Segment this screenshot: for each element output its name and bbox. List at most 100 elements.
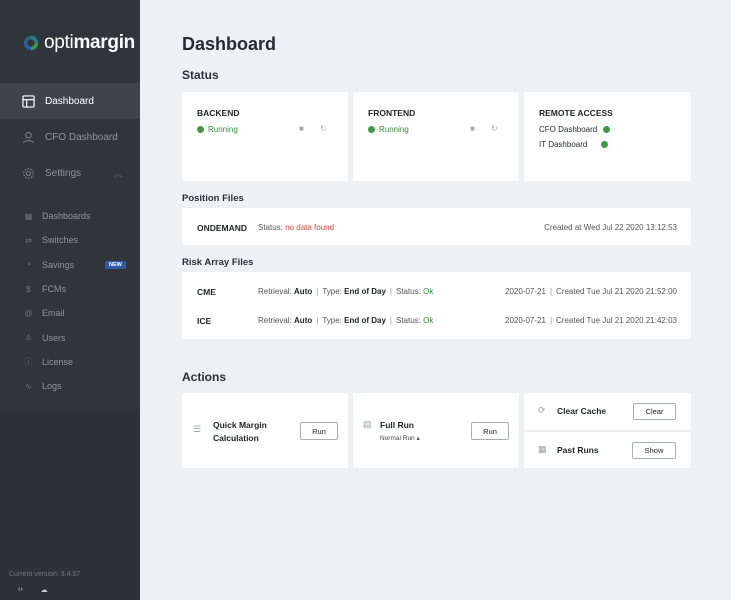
remote-item[interactable]: CFO Dashboard xyxy=(539,125,611,134)
list-icon: ☰ xyxy=(193,424,202,434)
full-run-label: Full Run xyxy=(380,420,414,430)
clear-cache-card: ⟳ Clear Cache Clear xyxy=(524,393,691,430)
past-runs-label: Past Runs xyxy=(557,445,599,455)
subnav-item-label: Email xyxy=(42,308,65,319)
remote-item-label: CFO Dashboard xyxy=(539,125,598,134)
card-title: FRONTEND xyxy=(368,108,416,118)
risk-array-dates: 2020-07-21 | Created Tue Jul 21 2020 21:42… xyxy=(505,316,677,325)
quick-margin-label: Quick Margin Calculation xyxy=(213,420,267,443)
full-run-button[interactable]: Run xyxy=(471,422,509,440)
status-dot xyxy=(368,126,375,133)
main-nav: Dashboard CFO Dashboard Settings ︿ xyxy=(0,83,140,191)
activity-icon: ∿ xyxy=(25,381,32,391)
subnav-item-logs[interactable]: ∿ Logs xyxy=(0,374,140,398)
full-run-card: ▤ Full Run Normal Run ▴ Run xyxy=(353,393,519,468)
chevron-up-icon: ︿ xyxy=(114,168,122,178)
subnav-item-savings[interactable]: ◔ Savings NEW xyxy=(0,253,140,277)
logo-wordmark: optimargin xyxy=(44,32,135,53)
nav-item-settings[interactable]: Settings ︿ xyxy=(0,155,140,191)
position-file-name: ONDEMAND xyxy=(197,223,248,233)
subnav-item-license[interactable]: ⓘ License xyxy=(0,350,140,374)
info-icon: ⓘ xyxy=(24,357,33,367)
risk-array-card: CME Retrieval: Auto | Type: End of Day | Sta… xyxy=(182,272,691,339)
risk-array-dates: 2020-07-21 | Created Tue Jul 21 2020 21:52… xyxy=(505,287,677,296)
risk-array-meta: Retrieval: Auto | Type: End of Day | Status:… xyxy=(258,316,434,325)
layout-icon xyxy=(22,94,35,108)
past-runs-show-button[interactable]: Show xyxy=(632,442,676,459)
sidebar-top-panel xyxy=(0,0,140,410)
stop-icon[interactable]: ■ xyxy=(470,124,475,133)
subnav-item-label: Logs xyxy=(42,381,62,392)
subnav-item-label: Dashboards xyxy=(42,211,91,222)
refresh-icon: ⟳ xyxy=(538,405,546,415)
gear-icon xyxy=(23,167,34,179)
position-file-status: Status: no data found xyxy=(258,223,335,232)
subnav-item-email[interactable]: @ Email xyxy=(0,301,140,325)
code-icon[interactable]: ‹› xyxy=(18,586,23,593)
risk-array-name: CME xyxy=(197,287,216,297)
restart-icon[interactable]: ↻ xyxy=(320,124,327,133)
user-icon xyxy=(22,131,35,143)
quick-margin-run-button[interactable]: Run xyxy=(300,422,338,440)
subnav-item-label: Savings xyxy=(42,259,75,270)
switch-icon: ⇄ xyxy=(25,235,32,245)
piggy-icon: ◔ xyxy=(26,260,31,270)
status-dot xyxy=(601,141,609,148)
status-text: Running xyxy=(379,125,409,134)
version-label: Current version: 3.4.57 xyxy=(9,571,81,578)
restart-icon[interactable]: ↻ xyxy=(491,124,498,133)
subnav-item-fcms[interactable]: $ FCMs xyxy=(0,277,140,301)
remote-item[interactable]: IT Dashboard xyxy=(539,140,609,149)
subnav-item-switches[interactable]: ⇄ Switches xyxy=(0,228,140,252)
status-text: Running xyxy=(208,125,238,134)
status-dot xyxy=(603,126,611,133)
remote-item-label: IT Dashboard xyxy=(539,140,588,149)
position-file-created: Created at Wed Jul 22 2020 13:12:53 xyxy=(544,223,677,232)
stop-icon[interactable]: ■ xyxy=(299,124,304,133)
subnav-item-label: Users xyxy=(42,332,66,343)
subnav-item-dashboards[interactable]: ▦ Dashboards xyxy=(0,204,140,228)
past-runs-card: ▦ Past Runs Show xyxy=(524,432,691,468)
subnav-item-label: License xyxy=(42,356,74,367)
risk-array-title: Risk Array Files xyxy=(182,257,254,268)
run-mode-select[interactable]: Normal Run ▴ xyxy=(380,435,420,442)
card-title: REMOTE ACCESS xyxy=(539,108,613,118)
status-indicator: Running xyxy=(368,125,409,134)
grid-icon: ▦ xyxy=(24,211,33,221)
nav-item-dashboard[interactable]: Dashboard xyxy=(0,83,140,119)
settings-subnav: ▦ Dashboards ⇄ Switches ◔ Savings NEW $ FCMs … xyxy=(0,204,140,398)
status-indicator: Running xyxy=(197,125,238,134)
status-section-title: Status xyxy=(182,68,219,82)
dollar-icon: $ xyxy=(26,284,31,294)
nav-item-label: CFO Dashboard xyxy=(45,131,118,143)
quick-margin-card: ☰ Quick Margin Calculation Run xyxy=(182,393,348,468)
app-logo[interactable]: optimargin xyxy=(22,32,135,54)
sidebar: optimargin Dashboard CFO Dashboard Setti… xyxy=(0,0,140,600)
actions-section-title: Actions xyxy=(182,370,227,384)
card-title: BACKEND xyxy=(197,108,240,118)
table-row: ICE Retrieval: Auto | Type: End of Day | Sta… xyxy=(182,316,691,334)
nav-item-label: Settings xyxy=(45,167,82,179)
risk-array-meta: Retrieval: Auto | Type: End of Day | Status:… xyxy=(258,287,434,296)
position-files-title: Position Files xyxy=(182,193,244,204)
nav-item-cfo-dashboard[interactable]: CFO Dashboard xyxy=(0,119,140,155)
document-icon: ▤ xyxy=(363,419,372,429)
risk-array-name: ICE xyxy=(197,316,212,326)
position-file-card: ONDEMAND Status: no data found Created a… xyxy=(182,208,691,245)
new-badge: NEW xyxy=(105,260,126,269)
page-title: Dashboard xyxy=(182,34,277,54)
clear-cache-button[interactable]: Clear xyxy=(633,403,676,420)
sidebar-footer: ‹› ☁ xyxy=(18,586,48,594)
nav-item-label: Dashboard xyxy=(45,95,94,107)
cloud-icon[interactable]: ☁ xyxy=(40,587,48,594)
error-text: no data found xyxy=(285,223,335,232)
caret-up-icon: ▴ xyxy=(416,435,420,442)
users-icon: ♙ xyxy=(24,333,33,343)
status-dot xyxy=(197,126,204,133)
backend-card: BACKEND Running ■ ↻ xyxy=(182,92,348,181)
logo-mark-icon xyxy=(23,35,39,51)
at-icon: @ xyxy=(24,308,33,318)
remote-access-card: REMOTE ACCESS CFO Dashboard IT Dashboard xyxy=(524,92,691,181)
subnav-item-users[interactable]: ♙ Users xyxy=(0,325,140,349)
subnav-item-label: FCMs xyxy=(42,284,66,295)
